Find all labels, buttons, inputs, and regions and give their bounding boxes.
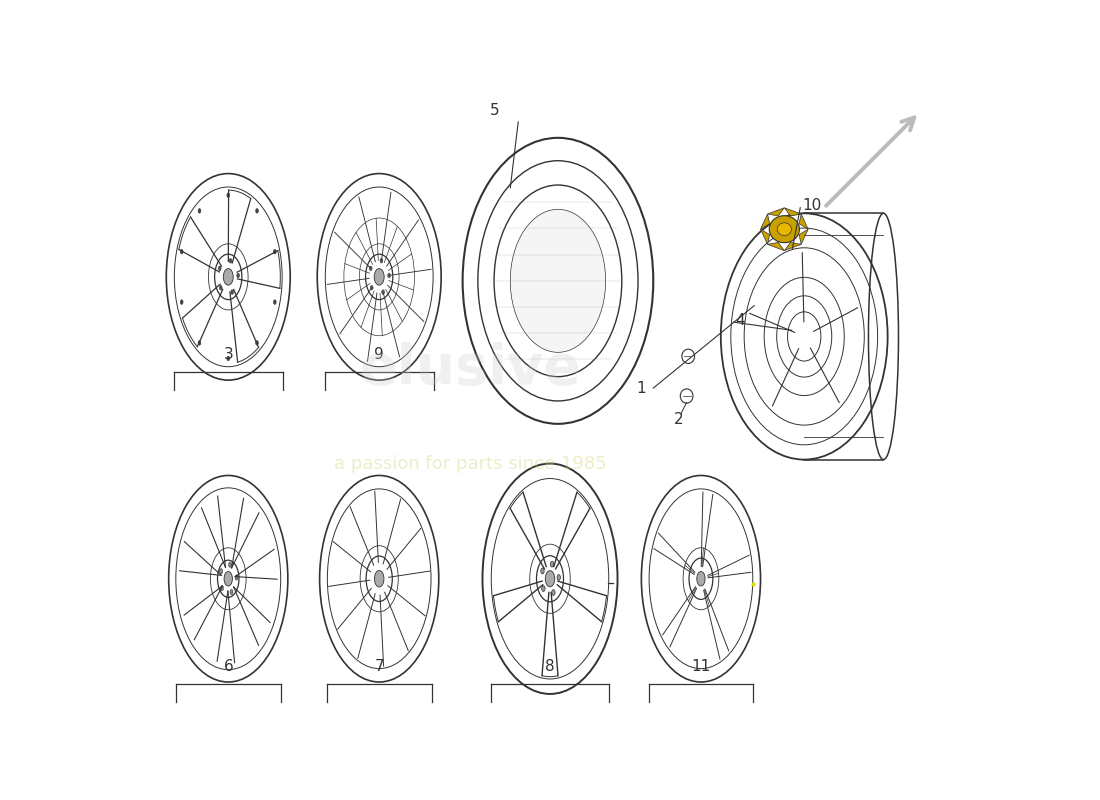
- Ellipse shape: [180, 250, 183, 254]
- Polygon shape: [799, 229, 808, 244]
- Text: 11: 11: [691, 659, 711, 674]
- Text: a passion for parts since 1985: a passion for parts since 1985: [334, 454, 607, 473]
- Polygon shape: [799, 214, 808, 229]
- Ellipse shape: [223, 269, 233, 285]
- Ellipse shape: [255, 209, 258, 213]
- Polygon shape: [760, 214, 770, 229]
- Ellipse shape: [236, 273, 240, 278]
- Ellipse shape: [374, 570, 384, 587]
- Ellipse shape: [541, 586, 546, 591]
- Ellipse shape: [382, 290, 384, 294]
- Ellipse shape: [224, 571, 232, 586]
- Ellipse shape: [552, 590, 556, 595]
- Polygon shape: [784, 242, 801, 250]
- Ellipse shape: [219, 266, 221, 270]
- Ellipse shape: [229, 258, 232, 263]
- Polygon shape: [768, 208, 784, 216]
- Ellipse shape: [274, 300, 276, 304]
- Ellipse shape: [231, 290, 233, 294]
- Ellipse shape: [381, 258, 383, 263]
- Ellipse shape: [696, 571, 705, 586]
- Text: elusive: elusive: [360, 342, 582, 458]
- Text: 7: 7: [374, 659, 384, 674]
- Text: 3: 3: [223, 347, 233, 362]
- Text: 10: 10: [803, 198, 822, 213]
- Ellipse shape: [220, 569, 222, 574]
- Ellipse shape: [550, 562, 553, 567]
- Ellipse shape: [198, 209, 201, 213]
- Ellipse shape: [230, 590, 233, 594]
- Ellipse shape: [229, 562, 232, 567]
- Ellipse shape: [227, 356, 230, 361]
- Ellipse shape: [374, 269, 384, 285]
- Text: 2: 2: [674, 412, 683, 427]
- Text: 5: 5: [490, 103, 499, 118]
- Ellipse shape: [220, 586, 223, 591]
- Ellipse shape: [274, 250, 276, 254]
- Ellipse shape: [510, 210, 606, 352]
- Polygon shape: [768, 242, 784, 250]
- Text: 6: 6: [223, 659, 233, 674]
- Ellipse shape: [255, 341, 258, 345]
- Ellipse shape: [235, 575, 238, 580]
- Ellipse shape: [546, 570, 554, 587]
- Ellipse shape: [557, 574, 560, 580]
- Ellipse shape: [541, 568, 544, 574]
- Text: 9: 9: [374, 347, 384, 362]
- Ellipse shape: [180, 300, 183, 304]
- Ellipse shape: [769, 216, 800, 242]
- Text: 4: 4: [735, 313, 745, 328]
- Ellipse shape: [370, 266, 372, 270]
- Ellipse shape: [227, 193, 230, 198]
- Ellipse shape: [778, 223, 792, 235]
- Text: 8: 8: [546, 659, 554, 674]
- Ellipse shape: [219, 286, 222, 290]
- Polygon shape: [760, 229, 770, 244]
- Ellipse shape: [198, 341, 201, 345]
- Text: 1: 1: [637, 381, 646, 395]
- Ellipse shape: [387, 273, 390, 278]
- Ellipse shape: [371, 286, 373, 290]
- Polygon shape: [784, 208, 801, 216]
